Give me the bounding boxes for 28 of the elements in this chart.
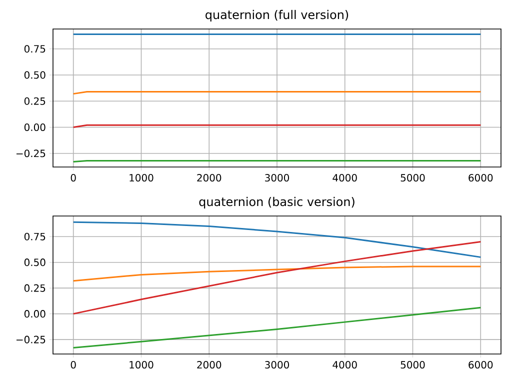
x-tick-label: 0: [70, 360, 76, 369]
y-tick-label: 0.50: [24, 71, 46, 79]
chart-title: quaternion (basic version): [199, 196, 354, 208]
y-tick-label: −0.25: [16, 336, 46, 344]
y-tick-label: 0.75: [24, 45, 46, 53]
x-tick-label: 5000: [400, 360, 425, 369]
x-tick-label: 6000: [468, 360, 493, 369]
line-series: [72, 266, 482, 282]
x-tick-label: 2000: [197, 174, 222, 182]
x-tick-label: 3000: [265, 360, 290, 369]
x-tick-label: 2000: [197, 360, 222, 369]
chart-title: quaternion (full version): [206, 10, 348, 22]
x-tick-label: 4000: [332, 360, 357, 369]
y-tick-label: 0.25: [24, 97, 46, 105]
y-tick-label: 0.00: [24, 310, 46, 318]
y-tick-label: 0.25: [24, 284, 46, 292]
y-tick-label: 0.50: [24, 258, 46, 266]
x-tick-label: 6000: [468, 174, 493, 182]
x-tick-label: 3000: [265, 174, 290, 182]
x-tick-label: 1000: [130, 360, 154, 369]
x-tick-label: 4000: [332, 174, 357, 182]
x-tick-label: 5000: [400, 174, 425, 182]
x-tick-label: 0: [70, 174, 76, 182]
y-tick-label: 0.00: [24, 123, 46, 132]
y-tick-label: −0.25: [16, 150, 46, 158]
y-tick-label: 0.75: [24, 232, 46, 240]
x-tick-label: 1000: [130, 174, 154, 182]
line-series: [72, 221, 482, 258]
